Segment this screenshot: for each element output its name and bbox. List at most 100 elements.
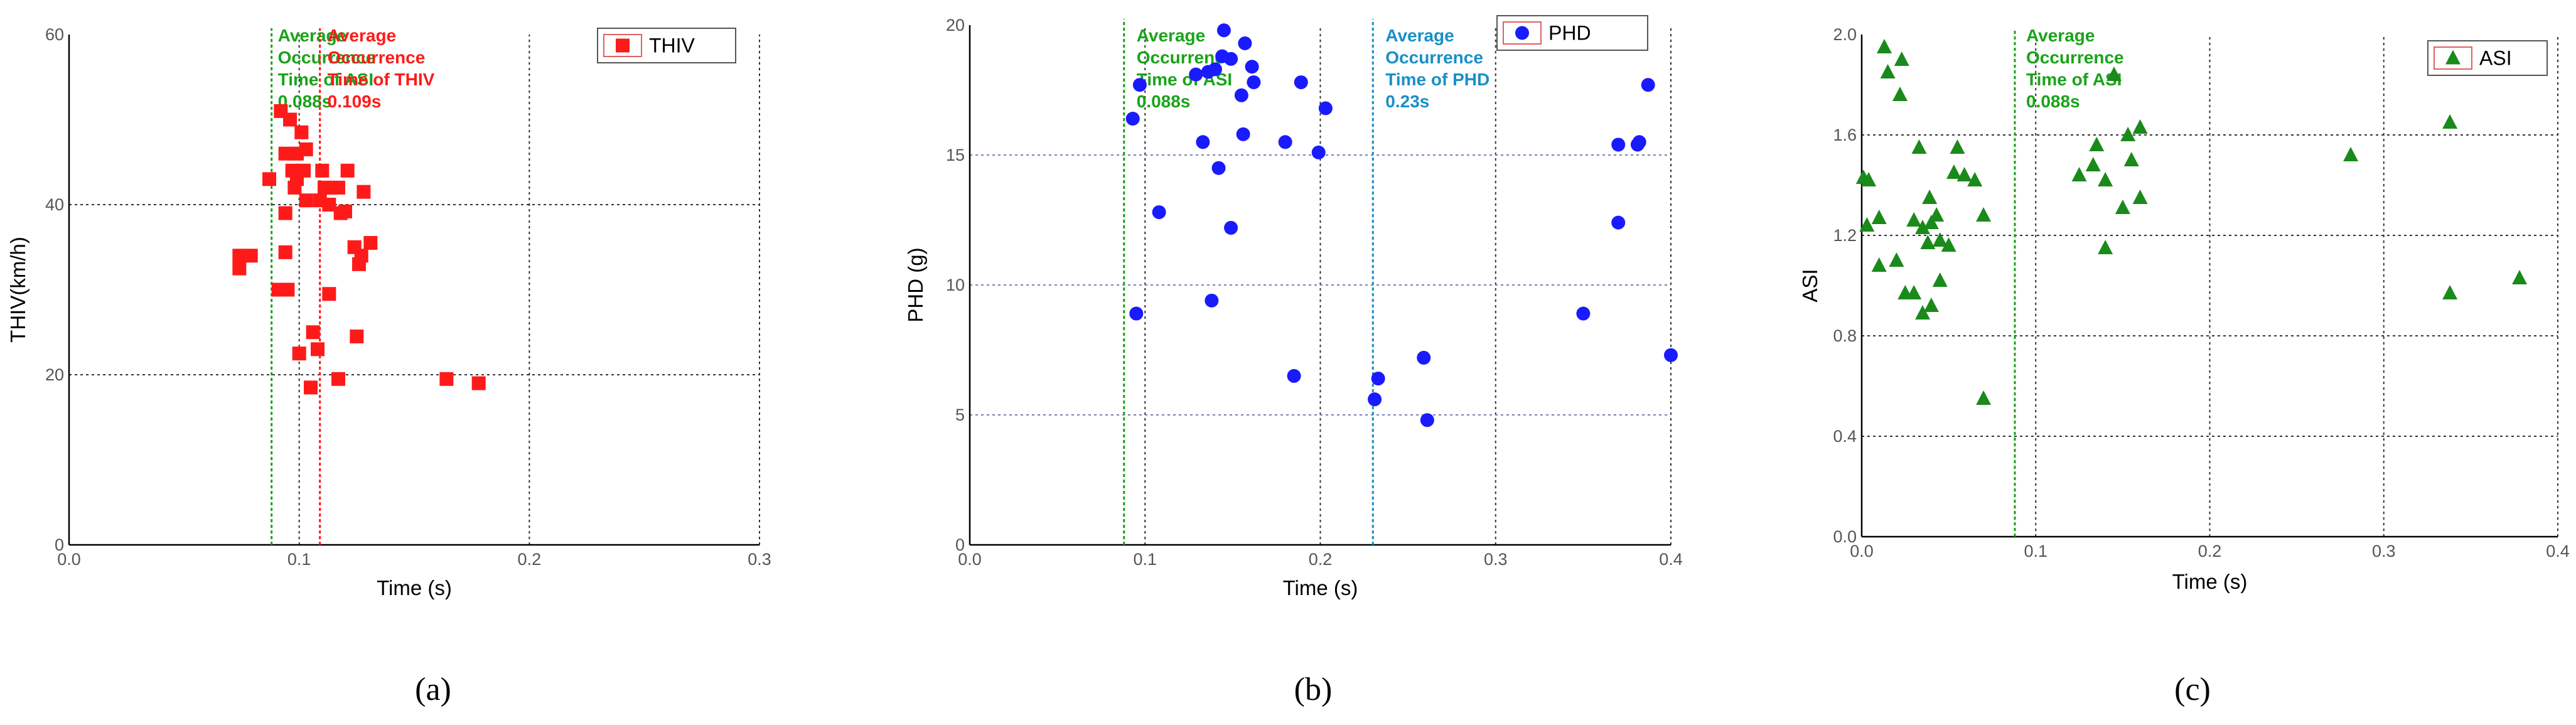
data-point (2442, 285, 2458, 299)
data-point (232, 261, 247, 276)
data-point (287, 180, 302, 195)
data-point (299, 142, 313, 156)
average-time-annotation: Time of THIV (328, 70, 435, 89)
data-point (2120, 127, 2136, 141)
average-time-annotation: 0.088s (1137, 92, 1191, 111)
data-point (1892, 87, 1908, 101)
y-tick-label: 15 (946, 146, 965, 164)
legend-marker (2445, 50, 2461, 65)
x-tick-label: 0.3 (2372, 542, 2396, 561)
data-point (1877, 39, 1892, 53)
data-point (2132, 119, 2148, 134)
y-tick-label: 5 (955, 405, 965, 424)
data-point (1132, 78, 1147, 92)
data-point (278, 245, 292, 259)
legend-label: THIV (649, 35, 695, 57)
data-point (299, 193, 313, 208)
data-point (1208, 62, 1222, 77)
data-point (1915, 305, 1931, 320)
data-point (2085, 157, 2101, 171)
average-time-annotation: Average (278, 26, 346, 45)
x-tick-label: 0.0 (57, 550, 81, 569)
data-point (262, 172, 276, 186)
data-point (439, 372, 454, 386)
average-time-annotation: Average (2026, 26, 2095, 45)
data-point (1861, 172, 1877, 186)
data-point (1906, 212, 1922, 227)
data-point (1368, 392, 1382, 407)
average-time-annotation: Occurrence (2026, 48, 2124, 67)
data-point (2115, 200, 2130, 214)
y-tick-label: 10 (946, 276, 965, 294)
data-point (1922, 190, 1938, 204)
data-point (1420, 413, 1434, 427)
x-tick-label: 0.3 (748, 550, 771, 569)
data-point (306, 325, 320, 340)
data-point (352, 257, 366, 271)
data-point (1371, 372, 1385, 386)
data-point (1311, 145, 1326, 159)
y-axis-title: ASI (1798, 269, 1822, 302)
data-point (1278, 135, 1292, 149)
x-tick-label: 0.0 (1850, 542, 1874, 561)
x-axis-title: Time (s) (377, 576, 452, 599)
data-point (294, 125, 309, 139)
data-point (1906, 285, 1922, 299)
legend-label: ASI (2479, 47, 2512, 70)
average-time-annotation: Time of ASI (278, 70, 373, 89)
data-point (244, 249, 258, 263)
data-point (471, 376, 486, 390)
data-point (1871, 257, 1887, 272)
data-point (311, 342, 325, 357)
data-point (1224, 51, 1238, 66)
data-point (2106, 67, 2122, 81)
data-point (1929, 207, 1945, 222)
data-point (304, 380, 318, 395)
average-time-annotation: 0.23s (1385, 92, 1429, 111)
panel-a-label: (a) (415, 672, 451, 707)
x-tick-label: 0.4 (2546, 542, 2570, 561)
panel-b-label: (b) (1294, 672, 1333, 707)
y-tick-label: 2.0 (1833, 25, 1857, 44)
legend-marker (616, 38, 630, 53)
data-point (1238, 36, 1252, 50)
data-point (2071, 167, 2087, 181)
data-point (363, 235, 378, 250)
data-point (1611, 137, 1626, 152)
data-point (1871, 210, 1887, 224)
data-point (1211, 161, 1226, 175)
panel-c-label: (c) (2174, 672, 2211, 707)
average-time-annotation: Average (328, 26, 396, 45)
data-point (1976, 207, 1992, 222)
x-axis-title: Time (s) (2172, 570, 2248, 593)
data-point (1224, 220, 1238, 235)
data-point (1247, 75, 1261, 90)
x-axis-title: Time (s) (1283, 576, 1358, 599)
data-point (1417, 350, 1431, 365)
x-tick-label: 0.2 (2198, 542, 2222, 561)
data-point (1287, 368, 1301, 383)
data-point (1216, 23, 1231, 38)
data-point (1189, 67, 1203, 82)
data-point (1911, 139, 1927, 154)
data-point (2132, 190, 2148, 204)
x-tick-label: 0.2 (518, 550, 542, 569)
y-tick-label: 40 (45, 195, 64, 214)
data-point (1967, 172, 1983, 186)
data-point (340, 163, 355, 178)
data-point (357, 185, 371, 199)
average-time-annotation: Time of PHD (1385, 70, 1489, 89)
data-point (1920, 235, 1936, 249)
data-point (1932, 232, 1948, 247)
data-point (2123, 152, 2139, 166)
panel-a-chart: 0.0 0.1 0.2 0.3 0 20 40 60 Time (s) THIV(km/h) Ave… (6, 25, 771, 599)
data-point (2512, 270, 2528, 284)
y-axis-title: PHD (g) (904, 247, 927, 322)
average-time-annotation: Occurrence (278, 48, 376, 67)
data-point (283, 112, 297, 127)
data-point (1318, 101, 1333, 115)
data-point (1956, 167, 1972, 181)
data-point (1946, 164, 1962, 179)
x-tick-label: 0.1 (2024, 542, 2047, 561)
